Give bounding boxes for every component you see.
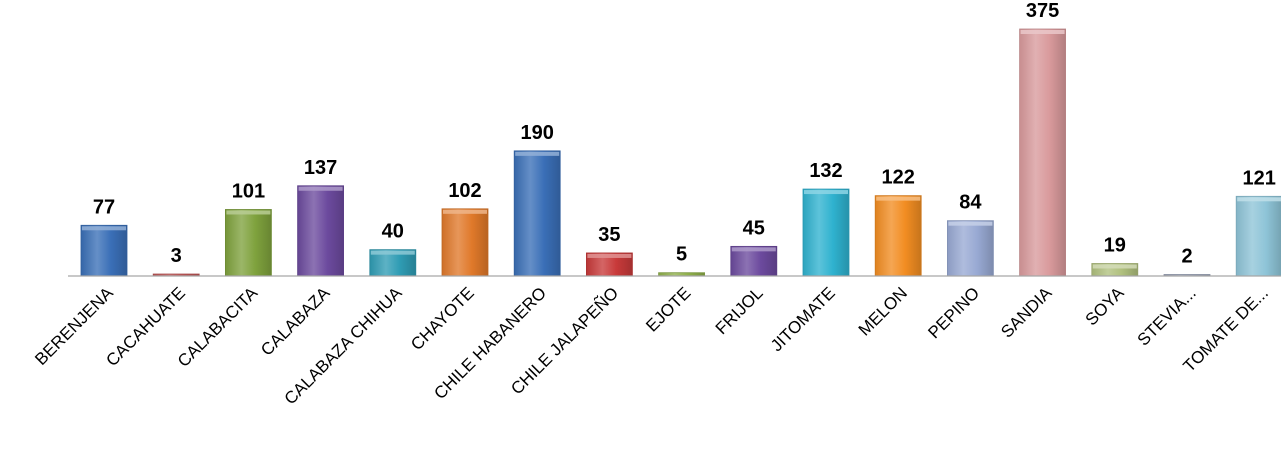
category-labels-group: BERENJENACACAHUATECALABACITACALABAZACALA… xyxy=(31,283,1272,408)
bar-chile-habanero xyxy=(513,150,561,277)
bar-jitomate xyxy=(802,188,850,277)
bar-highlight-chile-jalapeno xyxy=(587,253,632,258)
bar-tomate-de xyxy=(1235,195,1281,277)
category-label-jitomate: JITOMATE xyxy=(767,283,839,355)
value-label-jitomate: 132 xyxy=(809,160,842,182)
value-labels-group: 77 3 101 137 40 102 190 35 5 45 132 122 84 375 19 2 121 xyxy=(93,0,1276,268)
bar-highlight-chayote xyxy=(443,209,487,214)
category-label-calabaza: CALABAZA xyxy=(257,283,334,360)
bars-group xyxy=(80,28,1281,277)
category-label-ejote: EJOTE xyxy=(642,283,694,335)
bar-highlight-soya xyxy=(1092,264,1137,269)
value-label-cacahuate: 3 xyxy=(171,245,182,267)
value-label-calabaza-chihua: 40 xyxy=(382,221,404,243)
bar-highlight-calabacita xyxy=(226,210,271,215)
category-label-stevia: STEVIA... xyxy=(1134,283,1200,349)
value-label-pepino: 84 xyxy=(959,192,982,214)
category-label-calabaza-chihua: CALABAZA CHIHUA xyxy=(281,283,406,408)
value-label-chayote: 102 xyxy=(448,180,481,202)
bar-highlight-frijol xyxy=(731,247,776,252)
value-label-chile-habanero: 190 xyxy=(521,122,554,144)
bar-highlight-pepino xyxy=(948,221,993,226)
value-label-berenjena: 77 xyxy=(93,196,115,218)
category-label-soya: SOYA xyxy=(1082,283,1128,329)
category-label-chayote: CHAYOTE xyxy=(407,283,478,354)
bar-calabaza xyxy=(297,185,345,277)
value-label-tomate-de: 121 xyxy=(1243,167,1276,189)
bar-highlight-jitomate xyxy=(804,190,848,195)
bar-highlight-chile-habanero xyxy=(515,151,560,156)
value-label-calabaza: 137 xyxy=(304,157,337,179)
bar-chayote xyxy=(441,208,489,277)
value-label-melon: 122 xyxy=(882,167,915,189)
bar-highlight-tomate-de xyxy=(1237,197,1281,202)
category-label-sandia: SANDIA xyxy=(997,283,1056,342)
value-label-soya: 19 xyxy=(1104,234,1126,256)
category-label-frijol: FRIJOL xyxy=(712,283,767,338)
bar-highlight-berenjena xyxy=(82,226,126,231)
bar-highlight-melon xyxy=(876,196,921,201)
bar-highlight-calabaza-chihua xyxy=(370,250,415,255)
value-label-stevia: 2 xyxy=(1181,246,1192,268)
category-label-melon: MELON xyxy=(855,283,911,339)
bar-melon xyxy=(874,195,922,277)
bar-pepino xyxy=(947,220,994,277)
bar-sandia xyxy=(1019,28,1066,277)
bar-highlight-sandia xyxy=(1020,30,1065,34)
bar-highlight-calabaza xyxy=(298,186,343,191)
value-label-calabacita: 101 xyxy=(232,180,265,202)
value-label-ejote: 5 xyxy=(676,244,687,266)
category-label-pepino: PEPINO xyxy=(924,283,983,342)
value-label-frijol: 45 xyxy=(743,217,765,239)
value-label-chile-jalapeno: 35 xyxy=(598,224,620,246)
bar-berenjena xyxy=(80,224,128,277)
value-label-sandia: 375 xyxy=(1026,0,1059,22)
bar-calabacita xyxy=(224,209,272,277)
